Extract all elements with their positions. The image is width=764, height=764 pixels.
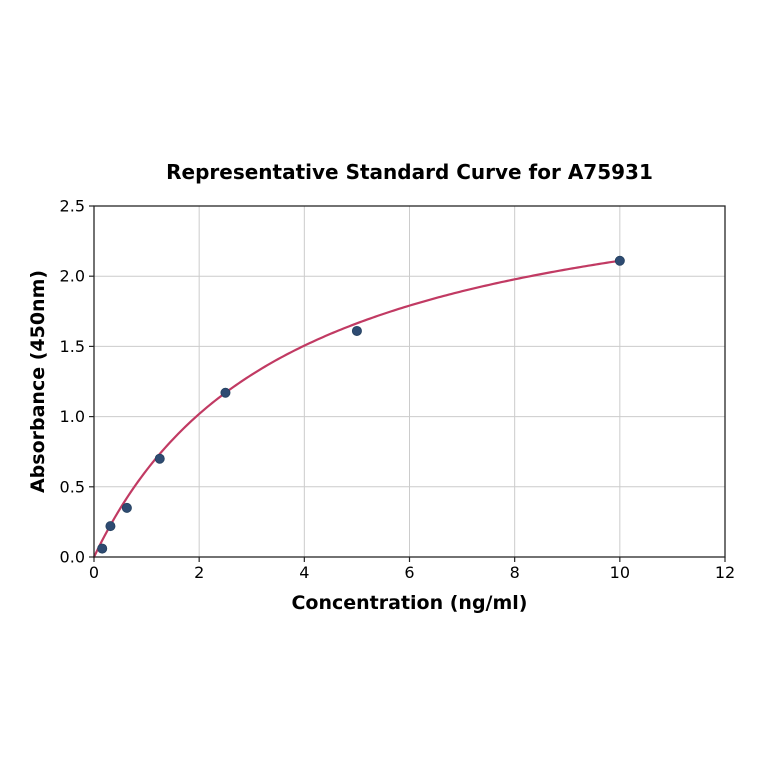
data-points-layer: [97, 255, 625, 554]
data-point: [351, 325, 362, 336]
x-tick-label: 10: [610, 563, 630, 582]
data-point: [105, 521, 116, 532]
x-tick-label: 6: [404, 563, 414, 582]
y-tick-label: 1.0: [60, 407, 85, 426]
data-point: [154, 453, 165, 464]
x-tick-label: 4: [299, 563, 309, 582]
x-tick-label: 12: [715, 563, 735, 582]
x-tick-label: 2: [194, 563, 204, 582]
y-tick-label: 0.5: [60, 477, 85, 496]
fit-curve: [92, 259, 621, 559]
y-tick-label: 2.5: [60, 197, 85, 216]
gridlines: [93, 205, 726, 558]
data-point: [97, 543, 108, 554]
chart-title: Representative Standard Curve for A75931: [166, 160, 653, 184]
data-point: [614, 255, 625, 266]
x-tick-label: 8: [510, 563, 520, 582]
y-tick-label: 0.0: [60, 548, 85, 567]
axes-layer: 0 2 4 6 8 10 12 0.0 0.5 1.0 1.5 2.0 2.5: [60, 197, 736, 583]
y-tick-label: 1.5: [60, 337, 85, 356]
fit-curve-layer: [92, 259, 621, 559]
y-tick-label: 2.0: [60, 267, 85, 286]
y-axis-label: Absorbance (450nm): [27, 270, 49, 493]
x-axis-label: Concentration (ng/ml): [291, 592, 527, 614]
data-point: [220, 387, 231, 398]
x-tick-label: 0: [89, 563, 99, 582]
data-point: [121, 502, 132, 513]
